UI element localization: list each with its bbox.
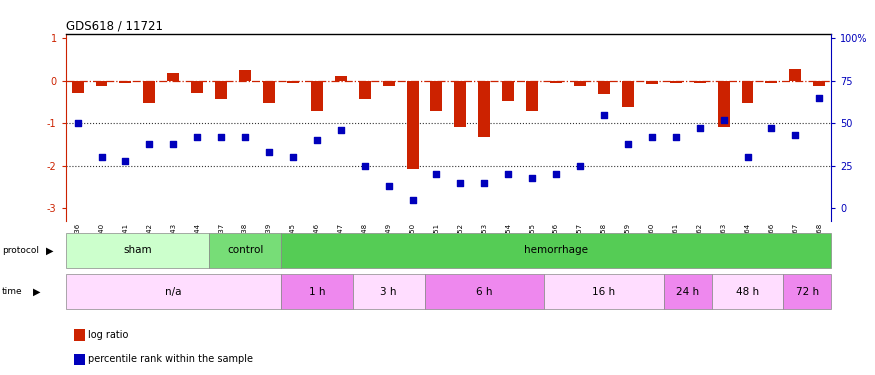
Point xyxy=(478,180,492,186)
Bar xyxy=(95,81,108,86)
Point xyxy=(597,112,611,118)
Bar xyxy=(359,81,371,99)
Bar xyxy=(783,274,831,309)
Point xyxy=(310,137,324,143)
Bar xyxy=(454,81,466,127)
Bar xyxy=(215,81,228,99)
Bar xyxy=(263,81,275,103)
Point xyxy=(621,141,635,147)
Bar xyxy=(120,81,131,83)
Point xyxy=(765,125,779,131)
Point xyxy=(525,175,539,181)
Text: protocol: protocol xyxy=(2,246,38,255)
Bar xyxy=(479,81,490,137)
Text: ▶: ▶ xyxy=(33,287,41,297)
Point xyxy=(382,183,396,189)
Point xyxy=(740,154,754,160)
Bar xyxy=(424,274,544,309)
Point xyxy=(333,127,347,133)
Bar xyxy=(664,274,711,309)
Point xyxy=(788,132,802,138)
Bar xyxy=(287,81,299,83)
Bar xyxy=(66,274,281,309)
Text: sham: sham xyxy=(123,245,151,255)
Bar xyxy=(239,70,251,81)
Point xyxy=(118,158,132,164)
Point xyxy=(668,134,682,140)
Bar xyxy=(430,81,443,111)
Point xyxy=(693,125,707,131)
Text: GDS618 / 11721: GDS618 / 11721 xyxy=(66,20,163,33)
Point xyxy=(453,180,467,186)
Bar xyxy=(382,81,395,86)
Bar xyxy=(335,75,346,81)
Text: hemorrhage: hemorrhage xyxy=(524,245,588,255)
Point xyxy=(190,134,204,140)
Bar xyxy=(526,81,538,111)
Bar xyxy=(718,81,730,127)
Point xyxy=(573,163,587,169)
Bar xyxy=(766,81,777,83)
Point xyxy=(812,94,826,100)
Bar xyxy=(544,274,664,309)
Point xyxy=(645,134,659,140)
Bar xyxy=(694,81,705,83)
Point xyxy=(430,171,444,177)
Bar xyxy=(574,81,586,86)
Point xyxy=(405,197,419,203)
Bar xyxy=(192,81,203,93)
Bar xyxy=(66,232,209,268)
Bar xyxy=(144,81,156,103)
Point xyxy=(501,171,515,177)
Text: 24 h: 24 h xyxy=(676,286,699,297)
Bar xyxy=(311,81,323,111)
Text: 3 h: 3 h xyxy=(381,286,397,297)
Bar xyxy=(281,232,831,268)
Text: percentile rank within the sample: percentile rank within the sample xyxy=(88,354,253,364)
Point xyxy=(550,171,564,177)
Bar xyxy=(598,81,610,94)
Text: log ratio: log ratio xyxy=(88,330,128,340)
Bar xyxy=(789,69,802,81)
Bar xyxy=(209,232,281,268)
Bar xyxy=(669,81,682,83)
Point xyxy=(166,141,180,147)
Text: 16 h: 16 h xyxy=(592,286,615,297)
Bar xyxy=(711,274,783,309)
Text: 72 h: 72 h xyxy=(795,286,819,297)
Point xyxy=(143,141,157,147)
Point xyxy=(71,120,85,126)
Bar xyxy=(741,81,753,103)
Bar xyxy=(72,81,84,93)
Text: 48 h: 48 h xyxy=(736,286,760,297)
Text: ▶: ▶ xyxy=(46,246,53,255)
Text: control: control xyxy=(227,245,263,255)
Text: 6 h: 6 h xyxy=(476,286,493,297)
Bar xyxy=(167,74,179,81)
Text: n/a: n/a xyxy=(165,286,181,297)
Bar xyxy=(353,274,424,309)
Point xyxy=(238,134,252,140)
Bar xyxy=(281,274,353,309)
Bar xyxy=(407,81,418,169)
Bar xyxy=(813,81,825,86)
Point xyxy=(262,149,276,155)
Bar xyxy=(622,81,634,107)
Point xyxy=(717,117,731,123)
Point xyxy=(94,154,108,160)
Point xyxy=(286,154,300,160)
Text: 1 h: 1 h xyxy=(309,286,326,297)
Bar xyxy=(502,81,514,101)
Point xyxy=(358,163,372,169)
Text: time: time xyxy=(2,287,23,296)
Point xyxy=(214,134,228,140)
Bar xyxy=(550,81,562,83)
Bar xyxy=(646,81,658,84)
